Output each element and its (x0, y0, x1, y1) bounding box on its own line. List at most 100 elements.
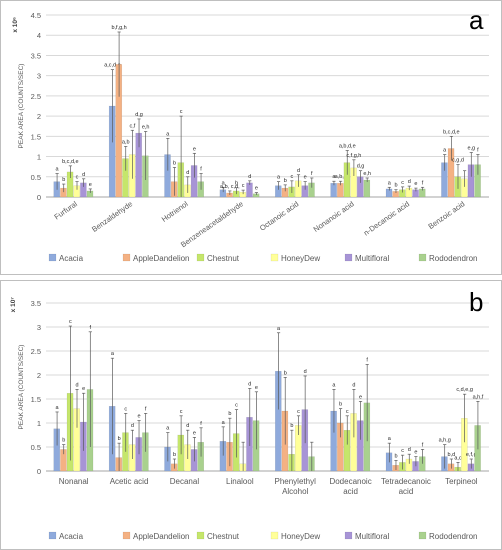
x-tick-label-line: Tetradecanoic (381, 477, 431, 486)
significance-label: d (304, 369, 307, 375)
y-tick-label: 2.5 (31, 347, 41, 356)
x-tick-label-line: acid (399, 487, 414, 496)
legend-label: HoneyDew (281, 254, 320, 263)
y-tick-label: 1 (37, 153, 41, 162)
x-tick-label: Octanoic acid (258, 199, 300, 232)
significance-label: e,h (142, 124, 150, 130)
significance-label: f (422, 442, 424, 448)
significance-label: d (352, 382, 355, 388)
significance-label: c (242, 183, 245, 189)
legend-swatch (48, 253, 57, 262)
significance-label: b,c,d,e (62, 159, 79, 165)
significance-label: a,c,d,e (104, 63, 121, 69)
significance-label: e,h (363, 171, 371, 177)
significance-label: b,f,g,h (111, 25, 126, 31)
significance-label: c (76, 175, 79, 181)
significance-label: e (89, 182, 92, 188)
legend-swatch (344, 253, 353, 262)
significance-label: d,g (135, 112, 143, 118)
x-tick-label: Terpineol (445, 477, 478, 486)
significance-label: b (118, 436, 121, 442)
legend-label: Multifloral (355, 532, 389, 541)
significance-label: c (69, 319, 72, 325)
panel-a: 0 0.5 1 1.5 2 2.5 3 3.5 4 4.5 x 10⁶ PEAK AREA (COUN… (0, 0, 502, 275)
significance-label: a (277, 326, 281, 332)
significance-label: a (56, 405, 60, 411)
x-tick-label: Nonanoic acid (312, 199, 356, 234)
y-tick-label: 3.5 (31, 299, 41, 308)
significance-label: a (222, 420, 226, 426)
significance-label: f (477, 148, 479, 154)
legend-swatch (270, 253, 279, 262)
significance-label: f (200, 167, 202, 173)
significance-label: e (82, 386, 85, 392)
significance-label: c (235, 403, 238, 409)
y-tick-label: 1.5 (31, 395, 41, 404)
legend-label: Acacia (59, 532, 84, 541)
significance-label: c (290, 174, 293, 180)
significance-label: d,g (357, 164, 365, 170)
significance-label: d (131, 423, 134, 429)
significance-label: b (62, 438, 65, 444)
significance-label: f (311, 171, 313, 177)
legend-swatch (270, 531, 279, 540)
x-tick-label: Benzaldehyde (90, 199, 134, 234)
significance-label: a,h,g (439, 438, 451, 444)
significance-label: a (443, 148, 447, 154)
significance-label: a,b,c (335, 174, 347, 180)
significance-label: c,f,g,h (346, 153, 361, 159)
x-tick-label: Acetic acid (110, 477, 149, 486)
significance-label: b,c,d,e (443, 129, 460, 135)
significance-label: e (255, 186, 258, 192)
significance-label: c (180, 409, 183, 415)
y-tick-label: 0 (37, 467, 41, 476)
significance-label: d (248, 174, 251, 180)
significance-label: c,g,d (452, 158, 464, 164)
significance-label: c (346, 409, 349, 415)
significance-label: e (414, 450, 417, 456)
significance-label: e,f,g (466, 452, 477, 458)
y-axis-label: PEAK AREA (COUNTS/SEC) (18, 345, 25, 430)
significance-label: b (290, 423, 293, 429)
significance-label: b (173, 452, 176, 458)
significance-label: b (62, 177, 65, 183)
x-tick-label: Linalool (226, 477, 254, 486)
significance-label: e (255, 385, 258, 391)
y-multiplier-label: x 10⁷ (10, 297, 17, 313)
significance-label: d (186, 423, 189, 429)
significance-label: b (284, 178, 287, 184)
x-tick-label: Nonanal (59, 477, 89, 486)
y-axis-label: PEAK AREA (COUNTS/SEC) (18, 64, 25, 149)
significance-label: f (200, 421, 202, 427)
significance-label: a,b (122, 139, 130, 145)
legend-swatch (196, 531, 205, 540)
significance-label: b (284, 370, 287, 376)
x-tick-label-line: Alcohol (282, 487, 308, 496)
legend-label: Rododendron (429, 532, 477, 541)
panel-b: 0 0.5 1 1.5 2 2.5 3 3.5 x 10⁷ PEAK AREA (COUNTS/S… (0, 280, 502, 550)
legend-label: Multifloral (355, 254, 389, 263)
significance-label: e (193, 146, 196, 152)
x-tick-label: Tetradecanoic acid (381, 477, 431, 496)
significance-label: b,d (448, 452, 456, 458)
x-tick-label: Furfural (53, 199, 80, 221)
significance-label: d (408, 447, 411, 453)
x-tick-label-line: acid (343, 487, 358, 496)
significance-label: d (75, 382, 78, 388)
y-tick-label: 0.5 (31, 443, 41, 452)
significance-label: a (222, 180, 226, 186)
x-tick-label: Dodecanoic acid (329, 477, 371, 496)
legend-label: Acacia (59, 254, 84, 263)
significance-label: b (394, 183, 397, 189)
significance-label: a,c (454, 455, 462, 461)
significance-label: e,g (467, 146, 475, 152)
significance-label: a (388, 180, 392, 186)
y-tick-label: 1.5 (31, 132, 41, 141)
panel-letter: a (469, 5, 484, 35)
significance-label: a (166, 131, 170, 137)
y-tick-label: 2 (37, 371, 41, 380)
significance-label: a (332, 382, 336, 388)
legend-swatch (418, 531, 427, 540)
chart-b-svg: 0 0.5 1 1.5 2 2.5 3 3.5 x 10⁷ PEAK AREA (COUNTS/S… (10, 287, 489, 541)
